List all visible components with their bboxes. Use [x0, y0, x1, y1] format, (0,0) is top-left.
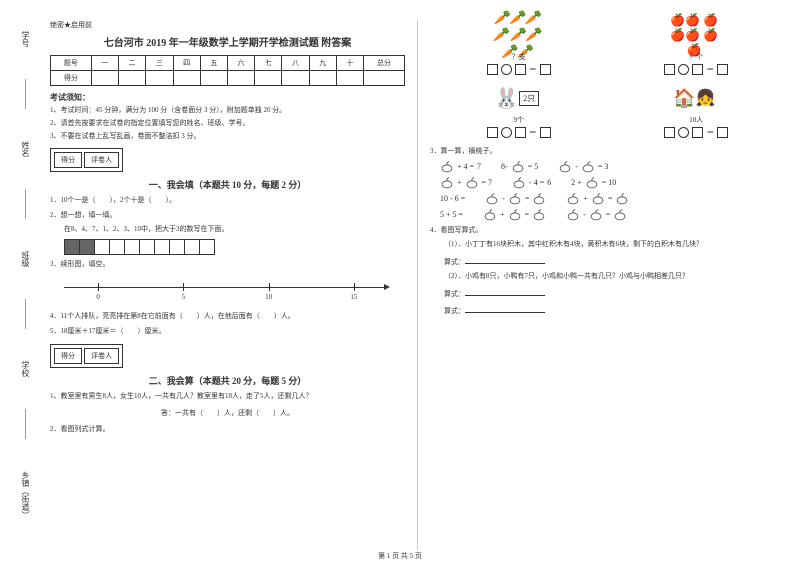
house-icon: 🏠 👧 [664, 83, 724, 113]
section1-title: 一、我会填（本题共 10 分，每题 2 分） [50, 178, 405, 191]
notice-item: 3、不要在试卷上乱写乱画，卷面不整洁扣 3 分。 [50, 132, 405, 142]
notice-item: 1、考试时间：45 分钟，满分为 100 分（含卷面分 3 分），附加题单独 2… [50, 106, 405, 116]
section2-title: 二、我会算（本题共 20 分，每题 5 分） [50, 374, 405, 387]
margin-label: 乡镇（街道） [20, 471, 31, 519]
formula-line: 算式： [444, 286, 785, 300]
formula-line: 算式： [444, 254, 785, 268]
right-column: 🥕🥕🥕🥕 🥕🥕🥕🥕 ？支 ＝ 🍎🍎 🍎🍎🍎 🍎🍎 ？个 ＝ 🐰 2只 9个 ＝ … [430, 20, 785, 550]
grader-box: 得分 评卷人 [50, 148, 123, 172]
question: 2．想一想，填一填。 [50, 210, 405, 221]
secret-label: 绝密★启用前 [50, 20, 405, 30]
margin-label: 班级 [20, 251, 31, 267]
section3-title: 3．算一算，摘桃子。 [430, 146, 785, 157]
answer-line: 答：一共有（ ）人，还剩（ ）人。 [50, 408, 405, 418]
question: 1．10个一是（ ），2个十是（ ）。 [50, 195, 405, 206]
question: 5．18厘米＋17厘米＝（ ）厘米。 [50, 326, 405, 337]
margin-label: 学号 [20, 31, 31, 47]
pic-label: 10人 [664, 115, 728, 125]
column-divider [417, 20, 418, 550]
notice-item: 2、请首先按要求在试卷的指定位置填写您的姓名、班级、学号。 [50, 119, 405, 129]
margin-divider [25, 299, 26, 329]
pic-label: 9个 [487, 115, 551, 125]
grader-label: 评卷人 [84, 152, 119, 168]
carrot-icon: 🥕🥕🥕🥕 🥕🥕🥕🥕 [487, 20, 547, 50]
page-footer: 第 1 页 共 5 页 [378, 551, 422, 561]
exam-title: 七台河市 2019 年一年级数学上学期开学检测试题 附答案 [50, 34, 405, 49]
notice-title: 考试须知： [50, 92, 405, 103]
score-label: 得分 [54, 152, 82, 168]
score-label: 得分 [54, 348, 82, 364]
question: 4．11个人排队，亮亮排在第8在它前面有（ ）人，在他后面有（ ）人。 [50, 311, 405, 322]
grader-label: 评卷人 [84, 348, 119, 364]
question: 3．续形图，填空。 [50, 259, 405, 270]
margin-divider [25, 189, 26, 219]
formula-line: 算式： [444, 303, 785, 317]
margin-divider [25, 79, 26, 109]
bunny-icon: 🐰 2只 [487, 83, 547, 113]
score-table: 题号一二三四五六七八九十总分 得分 [50, 55, 405, 86]
number-boxes [64, 239, 405, 255]
picture-row: 🐰 2只 9个 ＝ 🏠 👧 10人 ＝ [430, 83, 785, 138]
question: 2．看图列式计算。 [50, 424, 405, 435]
number-line: 051015 [64, 275, 405, 305]
question: （1）．小丁丁有16块积木，其中红积木有4块，黄积木有6块，剩下的白积木有几块？ [444, 239, 785, 250]
picture-row: 🥕🥕🥕🥕 🥕🥕🥕🥕 ？支 ＝ 🍎🍎 🍎🍎🍎 🍎🍎 ？个 ＝ [430, 20, 785, 75]
question: 1、教室里有男生8人，女生10人，一共有几人？教室里有18人，走了5人，还剩几人… [50, 391, 405, 402]
left-column: 绝密★启用前 七台河市 2019 年一年级数学上学期开学检测试题 附答案 题号一… [50, 20, 405, 550]
margin-label: 学校 [20, 361, 31, 377]
margin-label: 姓名 [20, 141, 31, 157]
apple-icon: 🍎🍎 🍎🍎🍎 🍎🍎 [664, 20, 724, 50]
question-sub: 在8、4、7、1、2、3、10中，把大于3的数写在下面。 [64, 224, 405, 235]
grader-box: 得分 评卷人 [50, 344, 123, 368]
section4-title: 4．看图写算式。 [430, 225, 785, 236]
margin-divider [25, 409, 26, 439]
question: （2）．小鸡有8只，小鸭有7只，小鸡和小鸭一共有几只？小鸡与小鸭相差几只？ [444, 271, 785, 282]
